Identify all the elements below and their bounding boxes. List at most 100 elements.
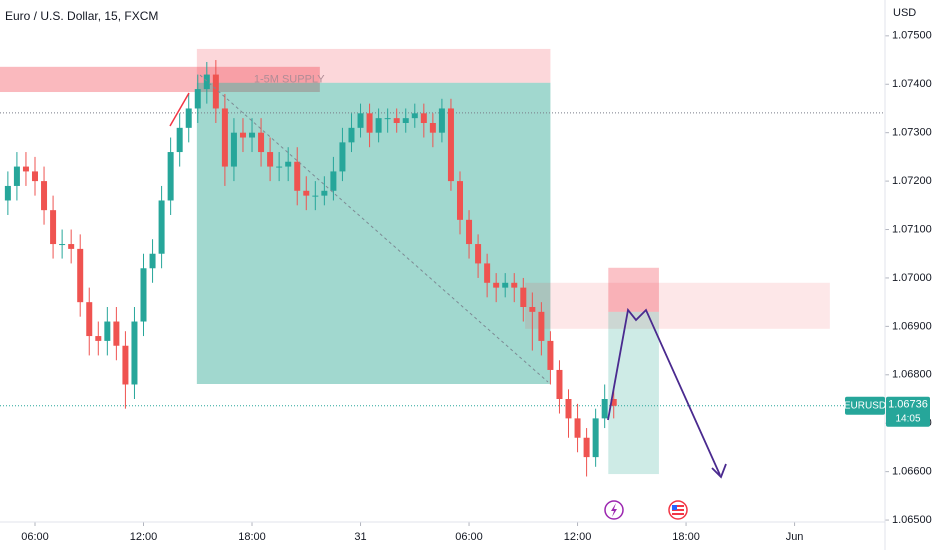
candle-body <box>13 166 20 186</box>
y-tick-label: 1.06500 <box>892 514 932 526</box>
candle-body <box>312 195 319 197</box>
candle-body <box>249 132 256 138</box>
candle-body <box>212 74 219 109</box>
candle-body <box>149 253 156 269</box>
candle-body <box>348 127 355 143</box>
zone <box>0 66 320 93</box>
candle-body <box>221 108 228 167</box>
y-tick-label: 1.07200 <box>892 175 932 187</box>
x-tick-label: Jun <box>786 531 804 543</box>
candle-body <box>185 108 192 128</box>
x-tick-label: 18:00 <box>238 531 266 543</box>
candle-body <box>267 152 274 167</box>
candle-body <box>276 166 283 168</box>
x-tick-label: 06:00 <box>455 531 483 543</box>
forecast-arrow <box>607 307 721 476</box>
candle-body <box>574 418 581 438</box>
candle-body <box>158 200 165 254</box>
y-tick-label: 1.06600 <box>892 466 932 478</box>
candle-body <box>68 244 75 249</box>
candle-body <box>601 399 608 419</box>
flag-icon[interactable] <box>668 500 688 520</box>
candle-body <box>321 190 328 196</box>
event-icon[interactable] <box>604 500 624 520</box>
trend-line <box>199 74 549 383</box>
candle-body <box>104 321 111 341</box>
candle-body <box>77 248 84 303</box>
candle-body <box>484 263 491 283</box>
candle-body <box>493 282 500 288</box>
candle-body <box>583 437 590 458</box>
candle-body <box>167 152 174 201</box>
candle-body <box>538 311 545 341</box>
y-tick-label: 1.07100 <box>892 223 932 235</box>
candle-body <box>393 118 400 123</box>
candle-body <box>239 132 246 138</box>
candle-body <box>285 161 292 167</box>
candle-body <box>59 244 66 246</box>
candle-body <box>31 171 38 182</box>
candle-body <box>456 181 463 220</box>
chart-title: Euro / U.S. Dollar, 15, FXCM <box>5 9 158 23</box>
candle-body <box>203 74 210 90</box>
zone <box>196 48 551 83</box>
y-tick-label: 1.07400 <box>892 78 932 90</box>
zone-label: 1-5M SUPPLY <box>254 73 325 85</box>
y-tick-label: 1.06800 <box>892 369 932 381</box>
candle-body <box>294 161 301 191</box>
zone <box>608 311 659 475</box>
candle-body <box>592 418 599 458</box>
candle-body <box>303 190 310 196</box>
candle-body <box>176 127 183 153</box>
candle-body <box>366 113 373 133</box>
candle-body <box>502 282 509 288</box>
zone <box>608 267 659 312</box>
candle-body <box>384 118 391 120</box>
candle-body <box>556 369 563 400</box>
candle-body <box>375 118 382 133</box>
x-tick-label: 12:00 <box>564 531 592 543</box>
candle-body <box>95 336 102 341</box>
candle-body <box>466 219 473 245</box>
x-tick-label: 12:00 <box>130 531 158 543</box>
candle-body <box>258 132 265 153</box>
candle-body <box>547 340 554 370</box>
candle-body <box>122 345 129 385</box>
candle-body <box>520 287 527 308</box>
price-label: 1.06736 <box>888 399 928 411</box>
y-tick-label: 1.06900 <box>892 320 932 332</box>
zone <box>525 282 830 329</box>
candle-body <box>402 118 409 123</box>
candle-body <box>565 399 572 419</box>
y-tick-label: 1.07000 <box>892 272 932 284</box>
currency-label: USD <box>893 7 916 19</box>
arrow-head <box>711 463 727 479</box>
candle-body <box>529 307 536 312</box>
candle-body <box>50 210 57 245</box>
zone <box>196 82 551 384</box>
candle-body <box>357 113 364 128</box>
candle-body <box>511 282 518 288</box>
candle-body <box>429 122 436 133</box>
candle-body <box>447 108 454 182</box>
candle-body <box>230 132 237 167</box>
candle-body <box>194 89 201 109</box>
symbol-tag <box>845 396 885 415</box>
x-tick-label: 31 <box>354 531 366 543</box>
candle-body <box>140 268 147 322</box>
x-tick-label: 18:00 <box>672 531 700 543</box>
y-tick-label: 1.07300 <box>892 127 932 139</box>
countdown-label: 14:05 <box>895 413 920 424</box>
candle-body <box>330 171 337 191</box>
candle-body <box>131 321 138 385</box>
candle-body <box>610 399 617 406</box>
candle-body <box>438 108 445 133</box>
symbol-label: EURUSD <box>844 400 886 411</box>
candle-body <box>41 181 48 211</box>
candle-body <box>4 185 11 201</box>
candle-body <box>86 302 93 337</box>
price-tag <box>886 396 930 427</box>
drawing-line <box>169 92 190 127</box>
